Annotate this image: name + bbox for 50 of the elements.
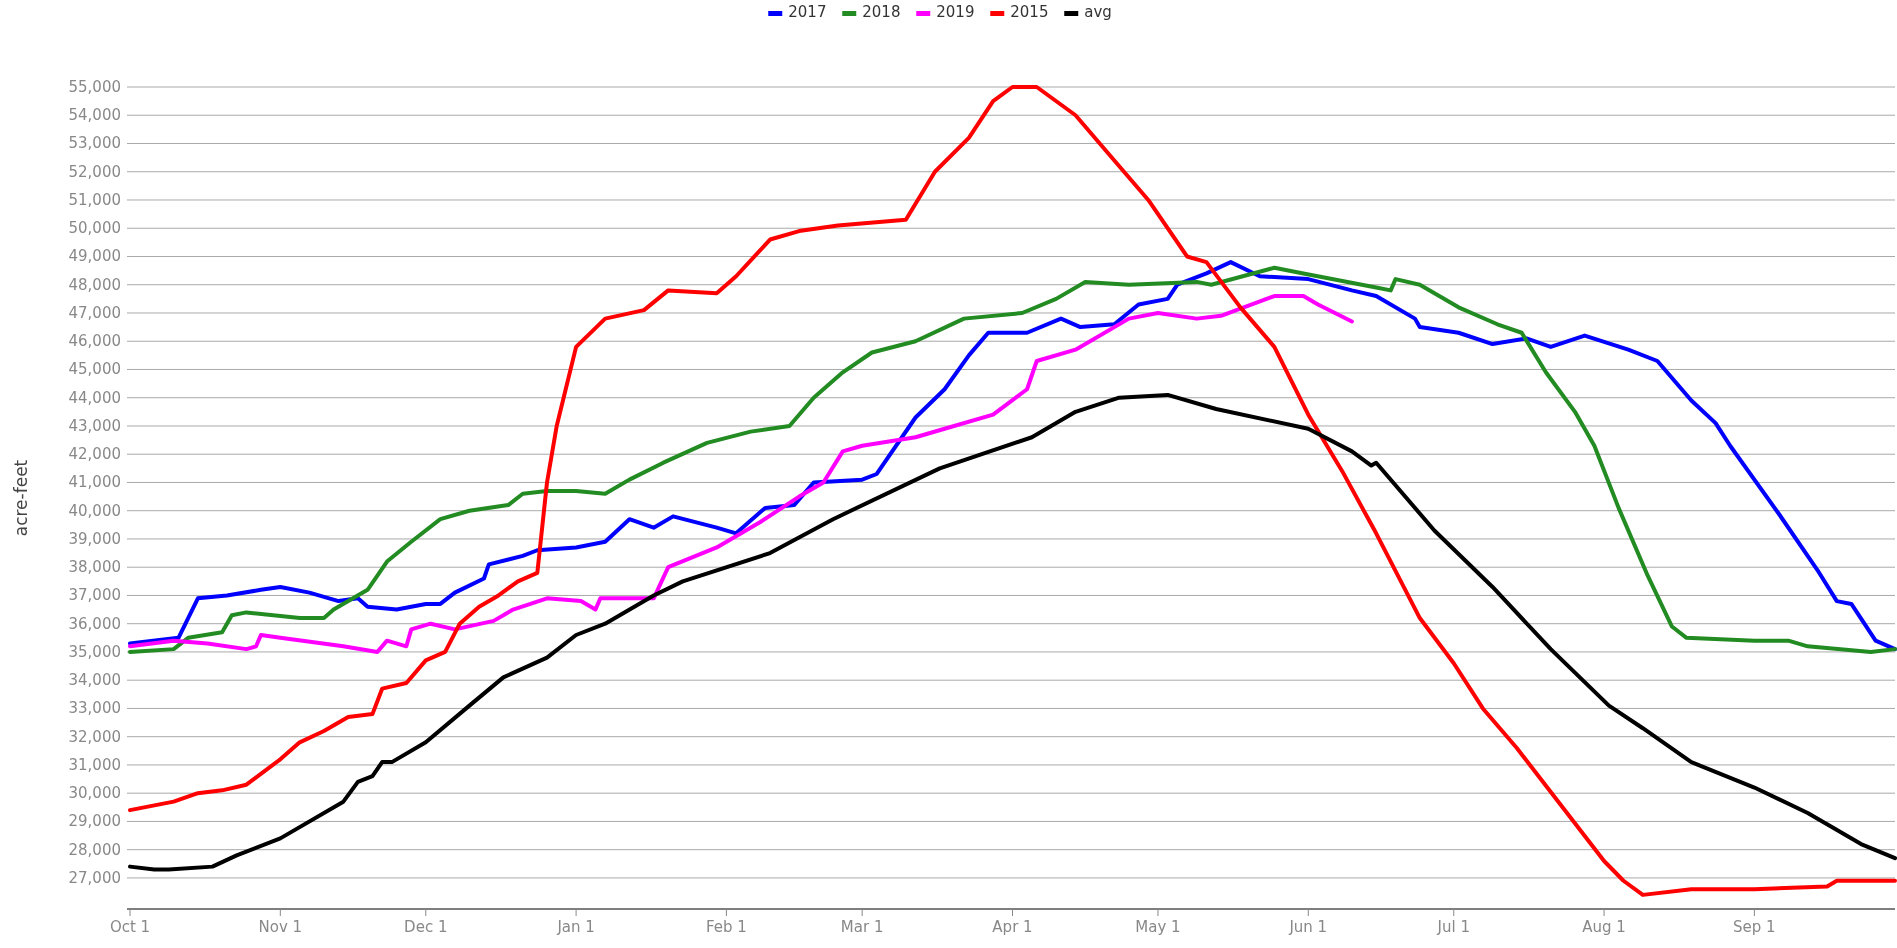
y-tick-label: 48,000: [68, 275, 121, 294]
x-tick-label: Nov 1: [258, 918, 303, 936]
y-tick-label: 32,000: [68, 727, 121, 746]
y-tick-label: 28,000: [68, 840, 121, 859]
y-tick-label: 30,000: [68, 784, 121, 803]
x-tick-label: Aug 1: [1582, 918, 1626, 936]
y-tick-label: 38,000: [68, 558, 121, 577]
x-tick-label: Jun 1: [1288, 918, 1328, 936]
line-series: [128, 294, 1354, 654]
x-tick-label: Sep 1: [1733, 918, 1776, 936]
legend-label: 2018: [862, 3, 901, 21]
y-tick-label: 49,000: [68, 247, 121, 266]
x-tick-label: Oct 1: [109, 918, 151, 936]
y-tick-label: 51,000: [68, 190, 121, 209]
x-tick-label: Mar 1: [840, 918, 884, 936]
x-tick-label: Feb 1: [705, 918, 747, 936]
x-tick-label: Jul 1: [1436, 918, 1470, 936]
line-series: [128, 392, 1897, 872]
y-tick-label: 47,000: [68, 303, 121, 322]
y-tick-label: 54,000: [68, 106, 121, 125]
y-tick-label: 43,000: [68, 416, 121, 435]
y-tick-label: 34,000: [68, 671, 121, 690]
y-tick-label: 45,000: [68, 360, 121, 379]
line-series: [128, 85, 1897, 897]
y-tick-label: 46,000: [68, 332, 121, 351]
legend-label: 2017: [788, 3, 827, 21]
y-tick-label: 36,000: [68, 614, 121, 633]
legend-label: 2015: [1010, 3, 1049, 21]
y-tick-label: 33,000: [68, 699, 121, 718]
x-tick-label: Apr 1: [992, 918, 1033, 936]
x-tick-label: May 1: [1135, 918, 1181, 936]
x-tick-label: Dec 1: [404, 918, 448, 936]
y-tick-label: 55,000: [68, 78, 121, 96]
x-tick-label: Jan 1: [556, 918, 595, 936]
y-tick-label: 27,000: [68, 868, 121, 887]
y-tick-label: 50,000: [68, 219, 121, 238]
y-tick-label: 29,000: [68, 812, 121, 831]
y-tick-label: 41,000: [68, 473, 121, 492]
legend-label: 2019: [936, 3, 975, 21]
y-tick-label: 31,000: [68, 755, 121, 774]
legend-label: avg: [1084, 3, 1112, 21]
y-tick-label: 53,000: [68, 134, 121, 153]
y-tick-label: 52,000: [68, 162, 121, 181]
y-tick-label: 40,000: [68, 501, 121, 520]
y-tick-label: 37,000: [68, 586, 121, 605]
y-tick-label: 39,000: [68, 529, 121, 548]
y-tick-label: 35,000: [68, 642, 121, 661]
y-tick-label: 42,000: [68, 445, 121, 464]
y-axis-title: acre-feet: [11, 459, 31, 537]
y-tick-label: 44,000: [68, 388, 121, 407]
